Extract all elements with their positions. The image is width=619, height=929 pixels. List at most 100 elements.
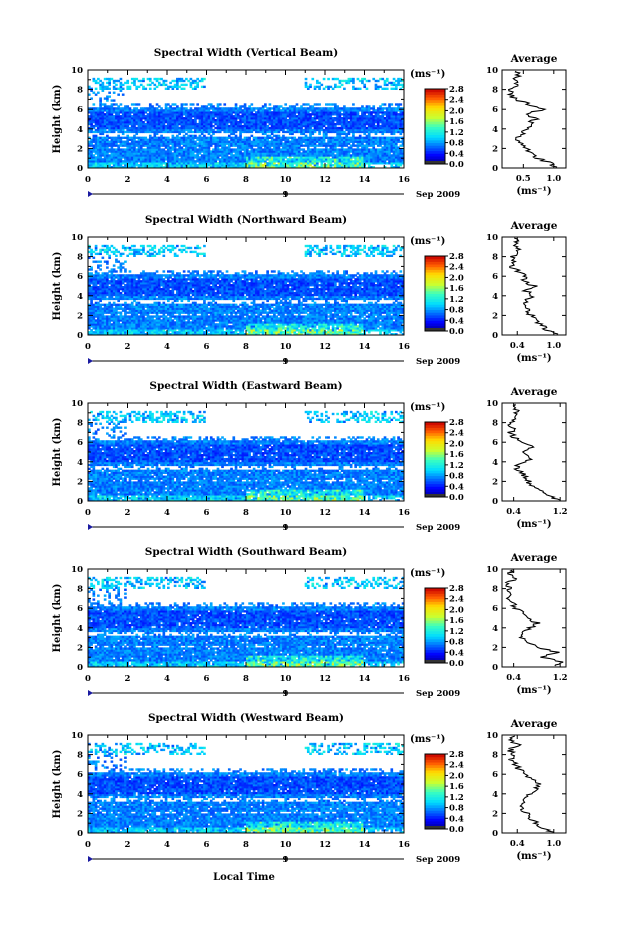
- colorbar-band: [425, 486, 445, 490]
- colorbar-band: [425, 641, 445, 645]
- average-x-tick-label: 1.2: [553, 673, 568, 683]
- x-tick-label: 12: [319, 508, 331, 518]
- colorbar-tick-label: 1.2: [449, 128, 464, 138]
- average-y-tick-label: 10: [486, 66, 498, 76]
- x-tick-label: 14: [359, 674, 371, 684]
- day-marker-arrow: [88, 358, 93, 364]
- average-title: Average: [510, 53, 558, 65]
- chart-panel-4: Spectral Width (Southward Beam) 0 2 4 6 8 10 12…: [52, 546, 568, 699]
- colorbar-band: [425, 775, 445, 779]
- colorbar-band: [425, 282, 445, 286]
- average-profile: Average 0 2 4 6 8 10 0.4 1.0 (ms⁻¹): [486, 220, 567, 364]
- colorbar-band: [425, 636, 445, 640]
- colorbar-band: [425, 791, 445, 795]
- colorbar-band: [425, 440, 445, 444]
- x-tick-label: 8: [243, 840, 249, 850]
- x-tick-label: 4: [164, 508, 170, 518]
- y-tick-label: 10: [71, 399, 83, 409]
- colorbar-band: [425, 131, 445, 136]
- panel-title: Spectral Width (Northward Beam): [145, 214, 347, 226]
- colorbar-frame: [424, 753, 446, 830]
- x-tick-label: 4: [164, 674, 170, 684]
- average-y-tick-label: 0: [492, 663, 498, 673]
- colorbar-band: [425, 810, 445, 814]
- average-frame: [501, 402, 567, 502]
- average-y-tick-label: 10: [486, 565, 498, 575]
- average-y-tick-label: 4: [492, 458, 498, 468]
- average-frame: [501, 568, 567, 668]
- x-axis-label: Local Time: [213, 872, 275, 883]
- y-tick-label: 6: [77, 272, 83, 282]
- colorbar-band: [425, 654, 445, 659]
- colorbar-band: [425, 258, 445, 262]
- x-tick-label: 12: [319, 342, 331, 352]
- average-x-tick-label: 0.5: [516, 174, 531, 184]
- colorbar-tick-label: 2.8: [449, 252, 464, 262]
- colorbar-unit: (ms⁻¹): [410, 734, 445, 745]
- x-tick-label: 0: [85, 175, 91, 185]
- heatmap-cells: [88, 742, 405, 834]
- average-profile-line: [507, 735, 554, 833]
- colorbar-band: [425, 644, 445, 648]
- colorbar-band: [425, 129, 445, 133]
- x-tick-label: 12: [319, 175, 331, 185]
- day-label: 9: [283, 523, 289, 533]
- colorbar-band: [425, 796, 445, 801]
- average-x-tick-label: 1.2: [553, 507, 568, 517]
- x-tick-label: 0: [85, 840, 91, 850]
- colorbar-band: [425, 314, 445, 319]
- average-y-tick-label: 8: [492, 585, 498, 595]
- colorbar-unit: (ms⁻¹): [410, 69, 445, 80]
- colorbar: 0.00.40.81.21.62.02.42.8: [424, 85, 464, 170]
- y-tick-label: 2: [77, 643, 83, 653]
- heatmap-cells: [88, 244, 405, 336]
- colorbar-band: [425, 480, 445, 485]
- average-profile: Average 0 2 4 6 8 10 0.4 1.2(ms⁻¹): [486, 552, 568, 696]
- y-tick-label: 6: [77, 770, 83, 780]
- average-x-label: (ms⁻¹): [516, 519, 551, 530]
- colorbar-tick-label: 0.0: [449, 327, 464, 337]
- y-tick-label: 8: [77, 585, 83, 595]
- colorbar-band: [425, 155, 445, 160]
- colorbar-band: [425, 633, 445, 637]
- colorbar-band: [425, 256, 445, 260]
- y-tick-label: 10: [71, 565, 83, 575]
- y-tick-label: 8: [77, 419, 83, 429]
- colorbar-band: [425, 99, 445, 103]
- date-label: Sep 2009: [416, 689, 460, 699]
- colorbar-band: [425, 759, 445, 763]
- colorbar-band: [425, 430, 445, 434]
- average-x-tick-label: 1.0: [546, 341, 561, 351]
- colorbar-tick-label: 0.4: [449, 149, 464, 159]
- x-tick-label: 2: [125, 175, 131, 185]
- x-tick-label: 12: [319, 674, 331, 684]
- colorbar-tick-label: 1.6: [449, 782, 464, 792]
- average-profile: Average 0 2 4 6 8 10 0.4 1.0 (ms⁻¹): [486, 718, 567, 862]
- colorbar-band: [425, 657, 445, 661]
- average-x-tick-label: 1.0: [546, 839, 561, 849]
- colorbar-band: [425, 464, 445, 469]
- colorbar-unit: (ms⁻¹): [410, 402, 445, 413]
- colorbar: 0.00.40.81.21.62.02.42.8: [424, 418, 464, 503]
- x-tick-label: 8: [243, 342, 249, 352]
- colorbar-band: [425, 780, 445, 784]
- y-axis-label: Height (km): [52, 85, 63, 154]
- day-marker-arrow: [88, 191, 93, 197]
- average-y-tick-label: 2: [492, 643, 498, 653]
- y-axis-label: Height (km): [52, 252, 63, 321]
- colorbar-tick-label: 1.2: [449, 295, 464, 305]
- colorbar-band: [425, 158, 445, 162]
- y-tick-label: 0: [77, 663, 83, 673]
- colorbar-band: [425, 799, 445, 803]
- date-label: Sep 2009: [416, 357, 460, 367]
- colorbar-band: [425, 317, 445, 321]
- colorbar-tick-label: 1.2: [449, 461, 464, 471]
- colorbar-tick-label: 1.6: [449, 117, 464, 127]
- colorbar-tick-label: 1.6: [449, 450, 464, 460]
- colorbar-tick-label: 0.4: [449, 648, 464, 658]
- x-tick-label: 6: [204, 342, 210, 352]
- x-tick-label: 6: [204, 175, 210, 185]
- colorbar-band: [425, 266, 445, 270]
- colorbar-band: [425, 454, 445, 458]
- colorbar-band: [425, 617, 445, 621]
